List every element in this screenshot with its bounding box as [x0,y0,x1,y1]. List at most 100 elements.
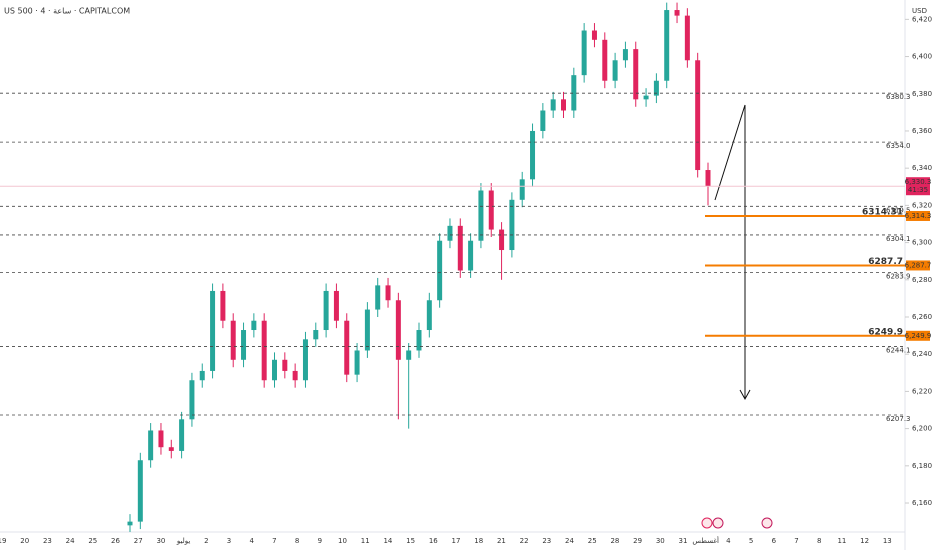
candle-body [251,320,257,331]
candle-body [705,170,711,187]
level-label: 6207.3 [886,415,911,423]
level-label: 6319.5 [886,206,911,214]
y-tick-label: 6,340.0 [912,164,932,172]
candle-body [344,320,350,375]
x-tick-label: 20 [20,537,29,545]
candle-body [591,30,597,40]
candle-body [127,521,133,526]
x-tick-label: 15 [406,537,415,545]
target-axis-box [906,330,930,341]
current-price-box [906,177,930,196]
candle-body [509,199,515,251]
x-tick-label: 24 [66,537,75,545]
candle-body [622,49,628,61]
candle-body [241,330,247,360]
candle-body [426,300,432,331]
target-label: 6287.7 [868,257,903,267]
level-label: 6354.0 [886,142,911,150]
candle-body [302,339,308,381]
y-tick-label: 6,300.0 [912,239,932,247]
x-tick-label: 4 [249,537,254,545]
countdown-label: 41:35 [908,186,928,194]
candle-body [571,75,577,111]
candle-body [550,99,556,111]
y-tick-label: 6,280.0 [912,276,932,284]
x-tick-label: 7 [794,537,798,545]
candle-body [499,229,505,251]
x-tick-label: 4 [726,537,731,545]
x-tick-label: 9 [318,537,322,545]
x-tick-label: 6 [772,537,777,545]
candle-body [189,380,195,420]
candle-body [540,110,546,131]
x-tick-label: 13 [883,537,892,545]
x-tick-label: 16 [429,537,438,545]
event-icon[interactable] [701,517,713,529]
x-tick-label: 29 [633,537,642,545]
candle-body [653,80,659,96]
target-axis-box [906,260,930,271]
y-tick-label: 6,320.0 [912,201,932,209]
candle-body [375,285,381,310]
y-tick-label: 6,380.0 [912,90,932,98]
candle-body [437,240,443,301]
candles [127,2,711,532]
y-tick-label: 6,160.0 [912,499,932,507]
y-tick-label: 6,180.0 [912,462,932,470]
x-tick-label: 11 [361,537,370,545]
candle-body [664,10,670,81]
y-tick-label: 6,220.0 [912,387,932,395]
x-tick-label: يوليو [176,537,190,545]
event-icon[interactable] [761,517,773,529]
x-tick-label: 26 [111,537,120,545]
x-tick-label: 23 [542,537,551,545]
candle-body [354,350,360,375]
level-label: 6244.1 [886,347,911,355]
level-label: 6304.1 [886,235,911,243]
current-price-label: 6,330.3 [905,178,932,186]
x-tick-label: 27 [134,537,143,545]
x-tick-label: أغسطس [692,536,719,545]
x-tick-label: 14 [383,537,392,545]
x-tick-label: 10 [338,537,347,545]
x-tick-label: 8 [817,537,821,545]
x-tick-label: 19 [0,537,6,545]
candle-body [261,320,267,381]
candle-body [468,240,474,271]
symbol-title: US 500 · 4 · ساعة · CAPITALCOM [4,7,130,16]
level-label: 6380.3 [886,93,911,101]
x-tick-label: 25 [588,537,597,545]
candle-body [457,225,463,271]
x-tick-label: 30 [156,537,165,545]
candle-body [447,225,453,241]
x-tick-label: 21 [497,537,506,545]
candle-body [272,359,277,381]
candle-body [406,350,412,360]
candle-body [282,359,288,371]
candle-body [230,320,236,360]
x-tick-label: 11 [837,537,846,545]
candle-body [210,290,216,371]
candle-body [643,95,649,100]
target-axis-label: 6,314.3 [905,212,932,220]
x-tick-label: 31 [679,537,688,545]
candle-body [684,15,690,61]
x-tick-label: 5 [749,537,753,545]
x-tick-label: 30 [656,537,665,545]
event-icon[interactable] [712,517,724,529]
candle-body [179,419,185,451]
target-axis-label: 6,249.9 [905,332,932,340]
x-tick-label: 18 [474,537,483,545]
candle-body [395,300,401,360]
candle-body [602,39,608,81]
candle-body [364,309,370,351]
candle-body [292,370,298,381]
y-tick-label: 6,240.0 [912,350,932,358]
target-label: 6314.31 [862,207,903,217]
candle-body [313,330,319,340]
x-tick-label: 24 [565,537,574,545]
y-tick-label: 6,260.0 [912,313,932,321]
candle-body [633,49,639,100]
target-label: 6249.9 [868,327,903,337]
